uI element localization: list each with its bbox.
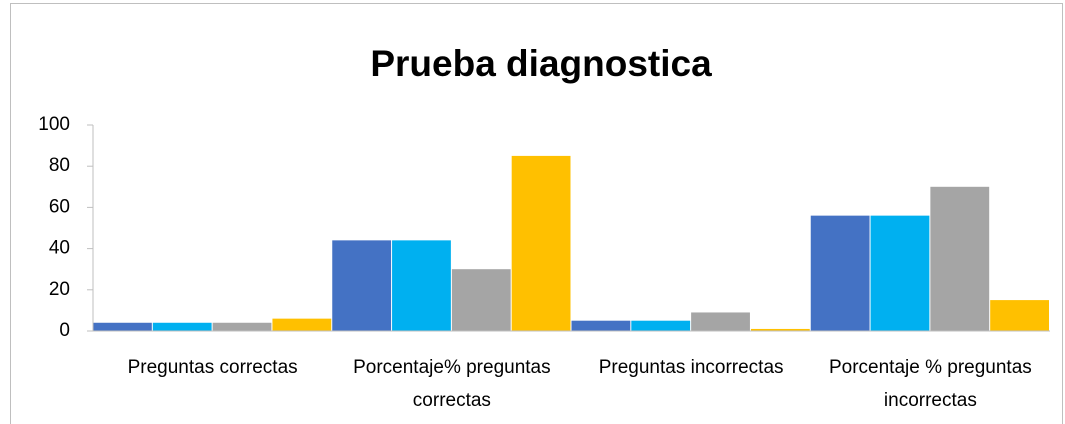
x-tick-label: Porcentaje% preguntas correctas bbox=[353, 357, 551, 411]
bar bbox=[451, 269, 511, 331]
y-tick-label: 40 bbox=[49, 238, 70, 259]
bar bbox=[332, 240, 392, 331]
y-tick-label: 0 bbox=[59, 320, 70, 341]
bar bbox=[571, 320, 631, 331]
bar bbox=[93, 322, 152, 331]
bar bbox=[810, 215, 870, 331]
x-tick-label: Preguntas correctas bbox=[127, 357, 298, 378]
chart-title: Prueba diagnostica bbox=[370, 43, 712, 84]
bar bbox=[272, 318, 332, 331]
bar bbox=[511, 155, 571, 331]
bar bbox=[870, 215, 930, 331]
bar bbox=[152, 322, 212, 331]
bar bbox=[631, 320, 691, 331]
bar bbox=[930, 186, 990, 331]
y-tick-label: 20 bbox=[49, 279, 70, 300]
x-tick-label: Preguntas incorrectas bbox=[598, 357, 784, 378]
y-tick-label: 80 bbox=[49, 155, 70, 176]
bar bbox=[990, 300, 1049, 331]
bar bbox=[392, 240, 451, 331]
bar bbox=[691, 312, 750, 331]
x-tick-label: Porcentaje % preguntas incorrectas bbox=[828, 357, 1032, 411]
y-tick-label: 100 bbox=[38, 114, 70, 135]
y-tick-label: 60 bbox=[49, 196, 70, 217]
bar bbox=[212, 322, 272, 331]
bar bbox=[750, 328, 810, 331]
